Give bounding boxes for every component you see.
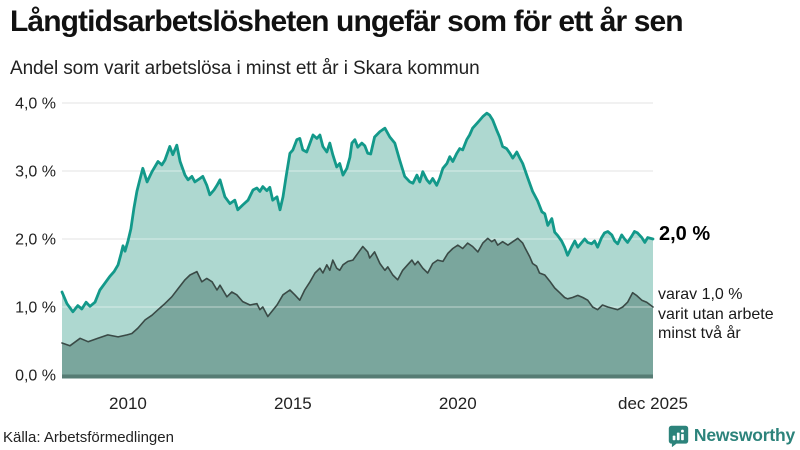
source-caption: Källa: Arbetsförmedlingen (3, 429, 174, 446)
newsworthy-chart-bubble-icon (668, 425, 689, 447)
series-end-value-label: 2,0 % (659, 223, 711, 245)
chart-subtitle: Andel som varit arbetslösa i minst ett å… (10, 58, 480, 79)
svg-text:2,0 %: 2,0 % (15, 232, 56, 249)
svg-text:1,0 %: 1,0 % (15, 300, 56, 317)
annotation-line: varav 1,0 % (658, 286, 743, 303)
annotation-line: minst två år (658, 325, 741, 342)
page-title: Långtidsarbetslösheten ungefär som för e… (10, 5, 684, 38)
series-sub-annotation: varav 1,0 % varit utan arbete minst två … (658, 285, 774, 344)
svg-text:2010: 2010 (109, 394, 147, 413)
svg-text:2015: 2015 (274, 394, 312, 413)
svg-text:0,0 %: 0,0 % (15, 368, 56, 385)
newsworthy-wordmark: Newsworthy (693, 425, 795, 445)
svg-text:3,0 %: 3,0 % (15, 164, 56, 181)
annotation-line: varit utan arbete (658, 305, 774, 323)
svg-text:2020: 2020 (439, 394, 477, 413)
newsworthy-logo: Newsworthy (668, 424, 795, 447)
svg-text:4,0 %: 4,0 % (15, 96, 56, 113)
svg-text:dec 2025: dec 2025 (618, 394, 688, 413)
